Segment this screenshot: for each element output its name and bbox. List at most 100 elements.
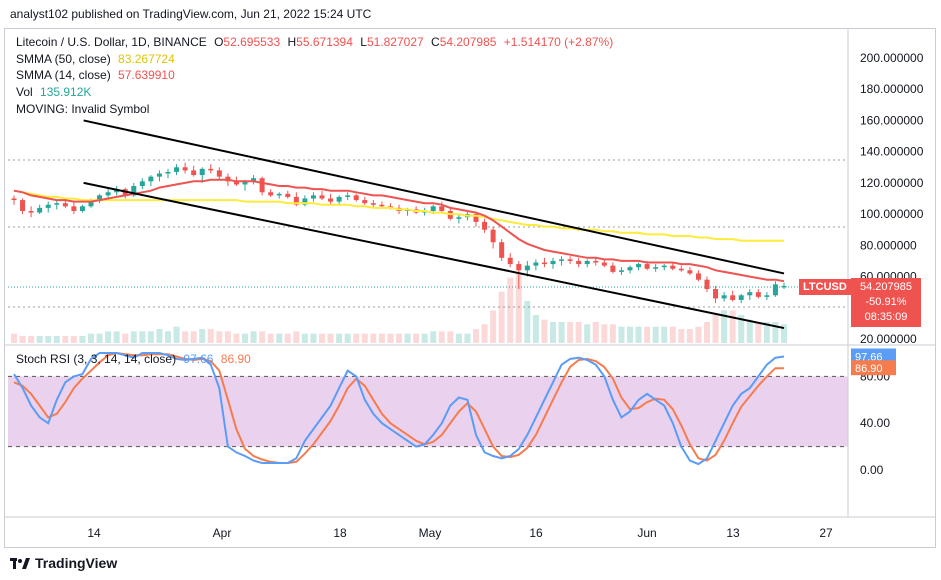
chart-frame xyxy=(4,28,936,548)
candle-body xyxy=(79,206,85,211)
volume-legend[interactable]: Vol 135.912K xyxy=(16,85,91,99)
volume-bar xyxy=(130,331,137,343)
trendline-upper xyxy=(83,119,785,275)
candle-body xyxy=(747,292,753,296)
volume-bar xyxy=(421,333,428,343)
volume-bar xyxy=(207,329,214,343)
last-price: 54.207985 xyxy=(860,281,912,293)
smma14-legend[interactable]: SMMA (14, close) 57.639910 xyxy=(16,68,175,82)
candle-body xyxy=(473,214,479,222)
volume-bar xyxy=(310,333,317,343)
last-price-change-pct: -50.91% xyxy=(865,296,907,308)
candle-body xyxy=(593,260,599,263)
stoch-d-value: 86.90 xyxy=(220,352,251,366)
low-label: L xyxy=(360,35,367,49)
volume-bar xyxy=(746,319,753,343)
price-tick-label: 160.000000 xyxy=(860,113,924,127)
candle-body xyxy=(276,193,282,196)
candle-body xyxy=(88,200,94,207)
change-value: +1.514170 (+2.87%) xyxy=(503,35,614,49)
candle-body xyxy=(507,257,513,265)
candle-body xyxy=(524,265,530,271)
volume-bar xyxy=(199,329,206,343)
volume-bar xyxy=(378,333,385,343)
candle-body xyxy=(242,181,248,185)
price-tick-label: 120.000000 xyxy=(860,176,924,190)
volume-bar xyxy=(284,333,291,343)
candle-body xyxy=(37,207,43,213)
volume-bar xyxy=(524,301,531,343)
volume-bar xyxy=(609,324,616,343)
symbol-price-tag[interactable]: LTCUSD xyxy=(799,279,851,295)
moving-legend[interactable]: MOVING: Invalid Symbol xyxy=(16,102,149,116)
candle-body xyxy=(456,217,462,219)
candle-body xyxy=(71,206,77,211)
stoch-d-tag-label: 86.90 xyxy=(855,363,883,375)
volume-bar xyxy=(28,336,35,343)
candle-body xyxy=(601,262,607,266)
volume-bar xyxy=(293,331,300,343)
candle-body xyxy=(644,264,650,269)
volume-bar xyxy=(62,336,69,343)
volume-bar xyxy=(327,333,334,343)
candle-body xyxy=(516,264,522,271)
volume-bar xyxy=(618,326,625,343)
volume-bar xyxy=(490,310,497,343)
candle-body xyxy=(54,203,60,205)
candle-body xyxy=(576,260,582,265)
volume-bar xyxy=(156,329,163,343)
smma14-value: 57.639910 xyxy=(118,68,175,82)
volume-bar xyxy=(661,326,668,343)
candle-body xyxy=(584,260,590,265)
time-tick-label: 16 xyxy=(529,526,543,540)
volume-bar xyxy=(353,333,360,343)
candle-body xyxy=(302,198,308,205)
volume-value: 135.912K xyxy=(40,85,92,99)
volume-bar xyxy=(173,326,180,343)
volume-bar xyxy=(567,322,574,343)
candle-body xyxy=(704,279,710,290)
candle-body xyxy=(533,262,539,266)
candle-body xyxy=(781,285,787,288)
volume-bar xyxy=(678,329,685,343)
candle-body xyxy=(559,259,565,261)
candle-body xyxy=(687,270,693,274)
candle-body xyxy=(695,273,701,280)
ohlc-legend: Litecoin / U.S. Dollar, 1D, BINANCE O52.… xyxy=(16,35,613,49)
candle-body xyxy=(482,221,488,230)
symbol-title[interactable]: Litecoin / U.S. Dollar, 1D, BINANCE xyxy=(16,35,207,49)
rsi-tick-label: 0.00 xyxy=(860,463,884,477)
volume-bar xyxy=(558,322,565,343)
volume-bar xyxy=(721,310,728,343)
candle-body xyxy=(567,259,573,261)
candle-body xyxy=(20,200,26,211)
candle-body xyxy=(268,192,274,196)
volume-bar xyxy=(190,331,197,343)
volume-bar xyxy=(259,331,266,343)
stoch-rsi-legend[interactable]: Stoch RSI (3, 3, 14, 14, close) 97.66 86… xyxy=(16,352,251,366)
price-tick-label: 20.000000 xyxy=(860,332,917,346)
candle-body xyxy=(233,181,239,185)
volume-bar xyxy=(53,336,60,343)
published-header: analyst102 published on TradingView.com,… xyxy=(10,7,372,21)
volume-bar xyxy=(224,331,231,343)
rsi-tick-label: 40.00 xyxy=(860,416,890,430)
smma50-legend[interactable]: SMMA (50, close) 83.267724 xyxy=(16,52,175,66)
candle-body xyxy=(670,265,676,269)
candle-body xyxy=(430,206,436,211)
volume-bar xyxy=(763,322,770,343)
volume-bar xyxy=(755,322,762,343)
close-value: 54.207985 xyxy=(439,35,497,49)
candle-body xyxy=(618,270,624,272)
candle-body xyxy=(713,289,719,299)
volume-bar xyxy=(550,322,556,343)
candle-body xyxy=(550,260,556,265)
tradingview-footer[interactable]: TradingView xyxy=(10,555,117,571)
candle-body xyxy=(208,168,214,171)
volume-bar xyxy=(105,331,112,343)
candle-body xyxy=(285,193,291,197)
candle-body xyxy=(541,262,547,265)
volume-bar xyxy=(396,333,402,343)
price-tick-label: 100.000000 xyxy=(860,207,924,221)
tradingview-brand: TradingView xyxy=(35,555,118,571)
